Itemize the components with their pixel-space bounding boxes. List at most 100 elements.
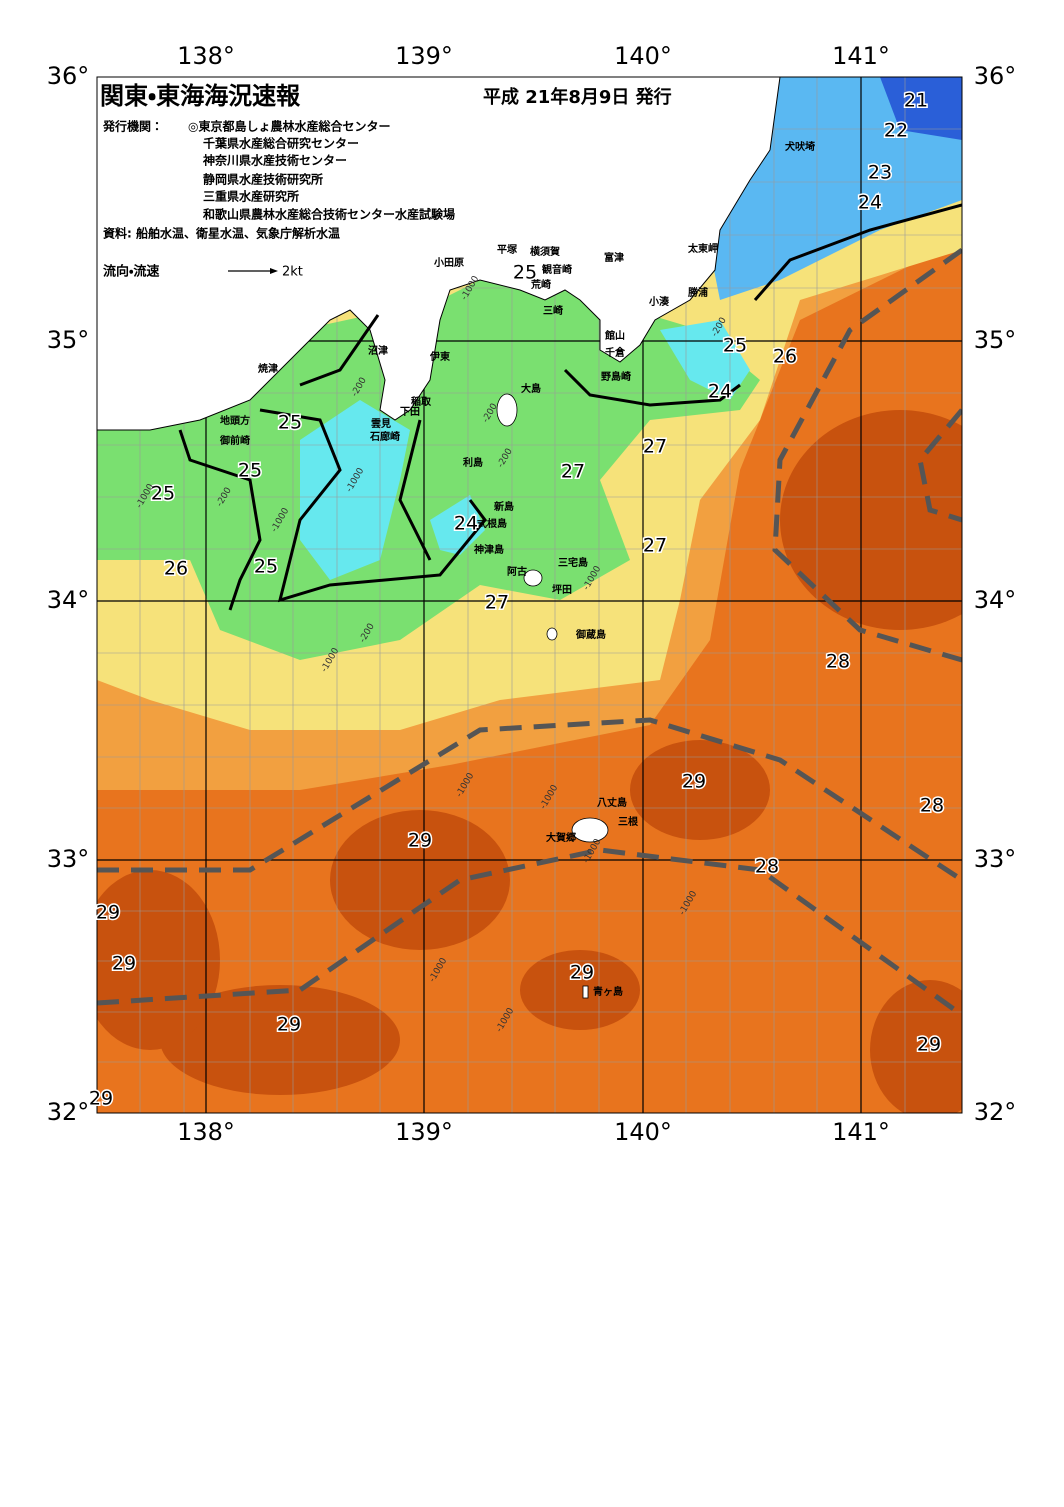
isotherm-label: 27	[561, 461, 585, 483]
place-name: 小湊	[648, 295, 670, 308]
issuer: 和歌山県農林水産総合技術センター水産試験場	[202, 207, 455, 222]
issuer: 神奈川県水産技術センター	[202, 153, 347, 168]
lat-label: 36°	[974, 62, 1017, 90]
isotherm-label: 27	[643, 436, 667, 458]
place-name: 富津	[604, 251, 624, 264]
lat-label: 33°	[974, 845, 1017, 873]
isotherm-label: 24	[708, 381, 732, 403]
place-name: 雲見	[371, 418, 391, 430]
isotherm-label: 25	[513, 262, 537, 284]
isotherm-label: 28	[920, 795, 944, 817]
lat-label: 35°	[974, 326, 1017, 354]
isotherm-label: 25	[238, 460, 262, 482]
lon-label: 141°	[832, 1118, 890, 1146]
sea-temperature-field	[97, 77, 962, 1113]
date: 平成 21年8月9日 発行	[483, 86, 672, 108]
lat-label: 34°	[974, 586, 1017, 614]
lat-label: 32°	[47, 1098, 90, 1126]
place-name: 横須賀	[530, 245, 560, 258]
issuer: 三重県水産研究所	[203, 189, 299, 204]
place-name: 野島崎	[601, 370, 631, 383]
place-name: 阿古	[507, 565, 527, 578]
place-name: 伊東	[429, 350, 450, 363]
isotherm-label: 28	[826, 651, 850, 673]
lon-label: 138°	[177, 42, 235, 70]
lon-label: 141°	[832, 42, 890, 70]
lat-label: 35°	[47, 326, 90, 354]
place-name: 利島	[463, 456, 483, 469]
land	[97, 77, 781, 431]
place-name: 三宅島	[558, 556, 588, 569]
isotherm-label: 29	[112, 953, 136, 975]
isotherm-label: 29	[917, 1034, 941, 1056]
lon-label: 139°	[395, 42, 453, 70]
isotherm-label: 26	[164, 558, 188, 580]
place-name: 勝浦	[688, 286, 708, 299]
place-name: 大賀郷	[546, 831, 576, 844]
legend-arrowhead	[270, 268, 278, 274]
source: 資料: 船舶水温、衛星水温、気象庁解析水温	[103, 226, 340, 241]
lon-label: 140°	[614, 1118, 672, 1146]
place-name: 御蔵島	[575, 628, 606, 641]
isotherm-label: 24	[858, 192, 882, 214]
isotherm-lines	[178, 203, 962, 611]
isotherm-label: 27	[643, 535, 667, 557]
issuer: ◎東京都島しょ農林水産総合センター	[188, 119, 390, 134]
isotherm-label: 21	[904, 90, 928, 112]
lat-label: 36°	[47, 62, 90, 90]
lat-label: 32°	[974, 1098, 1017, 1126]
isotherm-label: 27	[485, 592, 509, 614]
isotherm-label: 28	[755, 856, 779, 878]
place-name: 坪田	[552, 583, 572, 596]
place-name: 平塚	[497, 243, 518, 256]
place-name: 下田	[400, 406, 420, 418]
place-name: 青ヶ島	[593, 985, 623, 998]
major-graticule	[97, 77, 962, 1113]
isotherm-label: 25	[723, 335, 747, 357]
place-name: 神津島	[473, 543, 504, 556]
lon-label: 140°	[614, 42, 672, 70]
issuer: 千葉県水産総合研究センター	[203, 136, 359, 151]
issuer-label: 発行機関：	[102, 119, 163, 134]
lon-label: 138°	[177, 1118, 235, 1146]
isotherm-label: 29	[96, 902, 120, 924]
isotherm-label: 24	[454, 513, 478, 535]
place-name: 沼津	[368, 344, 388, 357]
isotherm-label: 29	[408, 830, 432, 852]
isotherm-label: 23	[868, 162, 892, 184]
islands	[496, 393, 609, 999]
place-name: 太東岬	[687, 242, 718, 255]
place-name: 観音崎	[542, 263, 572, 276]
isotherm-label: 25	[278, 412, 302, 434]
isotherm-label: 25	[151, 483, 175, 505]
kuroshio	[97, 247, 962, 1018]
place-name: 三崎	[543, 304, 563, 317]
place-name: 荒崎	[530, 278, 551, 291]
isotherm-label: 25	[254, 556, 278, 578]
place-name: 地頭方	[220, 414, 250, 427]
legend-label: 流向・流速	[103, 264, 159, 280]
isotherm-label: 29	[277, 1014, 301, 1036]
isotherm-label: 26	[773, 346, 797, 368]
lat-label: 33°	[47, 845, 90, 873]
legend-scale: 2kt	[282, 265, 303, 280]
map-frame	[96, 76, 963, 1114]
place-name: 大島	[521, 382, 541, 395]
place-name: 館山	[604, 329, 625, 342]
place-name: 新島	[493, 500, 514, 513]
place-name: 千倉	[605, 346, 626, 359]
place-name: 小田原	[433, 256, 464, 269]
place-name: 三根	[618, 815, 639, 828]
place-name: 石廊崎	[369, 430, 400, 443]
title: 関東・東海海況速報	[100, 82, 301, 110]
isotherm-label: 22	[884, 120, 908, 142]
place-name: 式根島	[477, 517, 507, 530]
place-name: 御前崎	[219, 434, 250, 447]
issuer: 静岡県水産技術研究所	[203, 172, 323, 187]
isotherm-label: 29	[89, 1088, 113, 1110]
place-name: 犬吠埼	[785, 140, 815, 153]
place-name: 稲取	[411, 395, 432, 408]
